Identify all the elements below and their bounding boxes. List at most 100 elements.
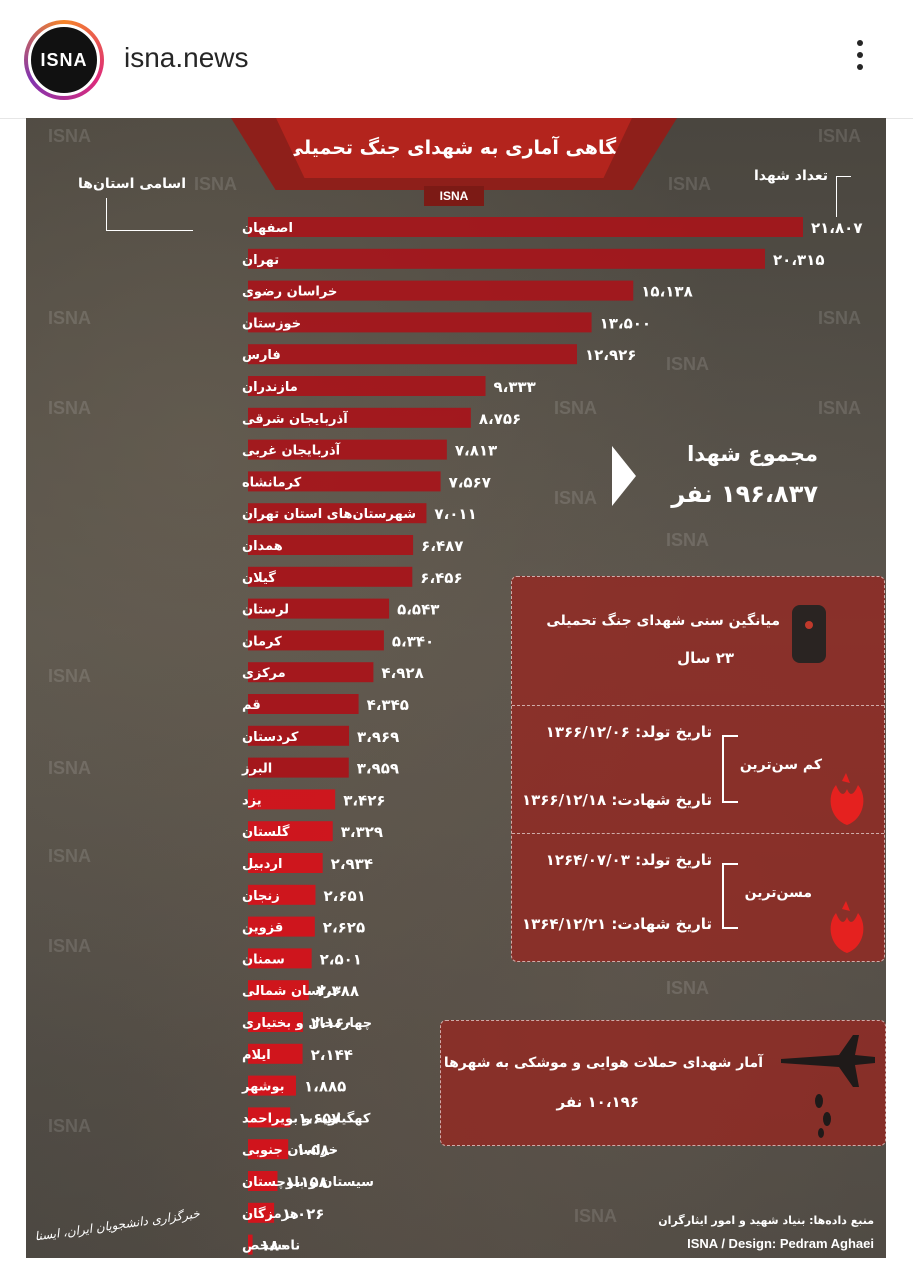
youngest-label: کم سن‌ترین	[739, 757, 822, 773]
panel-divider	[512, 833, 884, 834]
watermark: ISNA	[666, 530, 710, 550]
category-label-29: خراسان جنوبی	[242, 1143, 338, 1158]
category-label-18: یزد	[242, 793, 262, 808]
y-axis-label: اسامی استان‌ها	[78, 176, 186, 192]
bar-13	[248, 630, 384, 651]
bar-18	[248, 789, 336, 810]
y-axis-guide	[106, 198, 193, 231]
watermark: ISNA	[666, 978, 710, 998]
bar-2	[248, 280, 634, 301]
category-label-22: قزوین	[242, 921, 283, 936]
watermark: ISNA	[48, 308, 92, 328]
category-label-26: ایلام	[242, 1048, 271, 1063]
bar-25	[248, 1012, 303, 1032]
category-label-20: اردبیل	[242, 857, 282, 872]
value-label-18: ۳،۴۲۶	[343, 791, 385, 809]
category-label-5: مازندران	[242, 380, 298, 395]
bar-11	[248, 566, 413, 587]
category-label-25: چهارمحال و بختیاری	[242, 1016, 372, 1031]
age-info-panel: میانگین سنی شهدای جنگ تحمیلی ۲۳ سال تاری…	[511, 576, 885, 962]
watermark: ISNA	[668, 174, 712, 194]
value-label-1: ۲۰،۳۱۵	[773, 251, 824, 269]
bar-16	[248, 725, 350, 746]
data-source: منبع داده‌ها: بنیاد شهید و امور ایثارگرا…	[658, 1214, 874, 1227]
watermark: ISNA	[48, 758, 92, 778]
tulip-icon	[830, 901, 864, 953]
watermark: ISNA	[48, 666, 92, 686]
category-label-21: زنجان	[242, 889, 280, 904]
bar-24	[248, 980, 309, 1001]
value-label-14: ۴،۹۲۸	[381, 664, 423, 682]
category-label-32: نامشخص	[242, 1239, 300, 1254]
bar-14	[248, 662, 374, 683]
value-label-28: ۱،۶۵۷	[298, 1109, 340, 1127]
oldest-bracket	[722, 863, 738, 929]
category-label-13: کرمان	[242, 634, 282, 649]
watermark: ISNA	[818, 308, 862, 328]
oldest-death: تاریخ شهادت: ۱۳۶۴/۱۲/۲۱	[521, 915, 712, 933]
tulip-icon	[830, 773, 864, 825]
category-label-19: گلستان	[242, 824, 290, 840]
play-arrow-icon	[612, 446, 636, 506]
value-label-8: ۷،۵۶۷	[449, 473, 491, 491]
category-label-8: کرمانشاه	[242, 475, 302, 490]
avg-age-title: میانگین سنی شهدای جنگ تحمیلی	[546, 613, 780, 629]
watermark: ISNA	[666, 354, 710, 374]
bar-15	[248, 694, 359, 714]
isna-badge: ISNA	[424, 186, 484, 206]
category-label-3: خوزستان	[242, 316, 301, 331]
chart-title: نگاهی آماری به شهدای جنگ تحمیلی	[284, 137, 624, 159]
x-axis-guide	[836, 176, 851, 217]
bar-chart: اصفهان ۲۱،۸۰۷ تهران ۲۰،۳۱۵ خراسان رضوی ۱۵،۱۳۸…	[241, 217, 862, 1255]
account-name[interactable]: isna.news	[124, 42, 249, 73]
bar-17	[248, 757, 349, 778]
youngest-death: تاریخ شهادت: ۱۳۶۶/۱۲/۱۸	[521, 791, 712, 809]
bar-19	[248, 821, 333, 842]
air-raid-title: آمار شهدای حملات هوایی و موشکی به شهرها	[443, 1055, 763, 1071]
panel-divider	[512, 705, 884, 706]
infographic: ISNA ISNA ISNA ISNA ISNA ISNA ISNA ISNA …	[26, 118, 886, 1258]
value-label-7: ۷،۸۱۳	[455, 442, 497, 460]
category-label-10: همدان	[242, 539, 283, 554]
avatar[interactable]: ISNA	[24, 20, 104, 100]
category-label-11: گیلان	[242, 570, 276, 586]
category-label-6: آذربایجان شرقی	[242, 410, 348, 427]
value-label-25: ۲،۱۶۰	[311, 1014, 353, 1032]
category-label-0: اصفهان	[242, 221, 293, 236]
watermark: ISNA	[818, 398, 862, 418]
value-label-5: ۹،۳۳۳	[494, 378, 536, 396]
bar-28	[248, 1107, 291, 1128]
category-label-12: لرستان	[242, 603, 289, 618]
value-label-30: ۱،۱۵۸	[285, 1173, 327, 1191]
bar-3	[248, 312, 592, 333]
total-value: ۱۹۶،۸۳۷ نفر	[671, 480, 818, 508]
air-raid-panel: آمار شهدای حملات هوایی و موشکی به شهرها …	[440, 1020, 886, 1146]
bar-27	[248, 1075, 296, 1096]
value-label-24: ۲،۳۸۸	[317, 982, 359, 1000]
value-label-13: ۵،۳۴۰	[392, 632, 434, 650]
total-title: مجموع شهدا	[687, 442, 818, 466]
more-options-icon[interactable]	[850, 40, 870, 80]
x-axis-label: تعداد شهدا	[754, 168, 828, 184]
category-label-17: البرز	[241, 762, 272, 777]
category-label-31: هرمزگان	[242, 1206, 299, 1222]
fighter-jet-icon	[781, 1035, 875, 1138]
youngest-birth: تاریخ تولد: ۱۳۶۶/۱۲/۰۶	[545, 723, 712, 741]
bar-5	[248, 376, 486, 396]
bar-29	[248, 1139, 289, 1160]
value-label-10: ۶،۴۸۷	[421, 537, 463, 555]
category-label-16: کردستان	[242, 730, 299, 745]
category-label-14: مرکزی	[242, 666, 286, 681]
bar-26	[248, 1043, 303, 1064]
value-label-9: ۷،۰۱۱	[434, 505, 476, 523]
bar-9	[248, 503, 427, 524]
category-label-27: بوشهر	[241, 1080, 285, 1095]
category-label-7: آذربایجان غربی	[242, 442, 341, 459]
watermark: ISNA	[554, 398, 598, 418]
bar-4	[248, 344, 577, 365]
oldest-birth: تاریخ تولد: ۱۲۶۴/۰۷/۰۳	[545, 851, 712, 869]
bar-12	[248, 598, 390, 619]
bar-0	[248, 217, 803, 237]
post-header: ISNA isna.news	[0, 0, 913, 119]
value-label-11: ۶،۴۵۶	[420, 569, 462, 587]
